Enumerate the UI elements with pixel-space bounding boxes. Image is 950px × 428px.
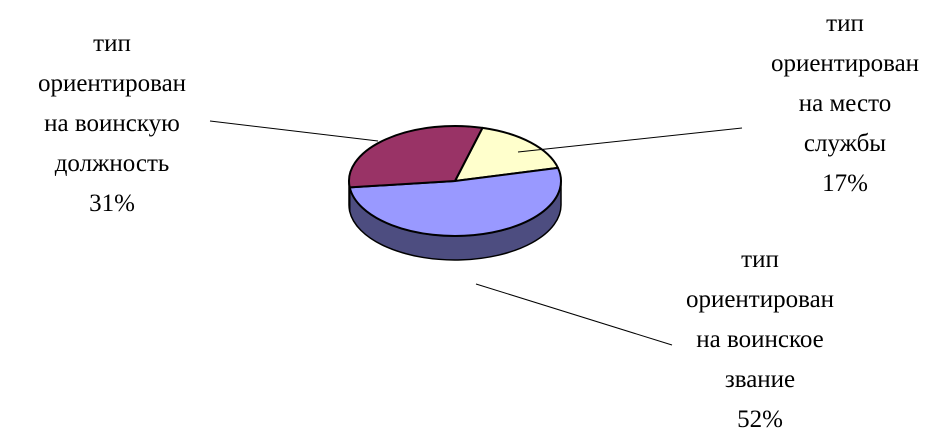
leader-line-2 (209, 120, 379, 142)
slice-label-line-2-2: на воинскую (44, 110, 180, 137)
slice-label-line-0-3: службы (804, 130, 886, 157)
pie-tops (348, 125, 562, 237)
slice-label-line-1-1: ориентирован (686, 286, 834, 313)
slice-label-line-0-1: ориентирован (771, 50, 919, 77)
slice-percent-0: 17% (822, 170, 868, 197)
slice-label-line-0-0: тип (826, 10, 864, 37)
slice-label-line-2-0: тип (93, 30, 131, 57)
slice-percent-2: 31% (89, 190, 135, 217)
slice-label-line-0-2: на место (799, 90, 891, 117)
slice-percent-1: 52% (737, 406, 783, 428)
slice-label-0: тип ориентирован на место службы 17% (771, 10, 919, 197)
slice-labels: тип ориентирован на место службы 17% тип ориен… (38, 10, 919, 428)
leader-line-0 (517, 127, 743, 153)
slice-label-line-1-2: на воинское (696, 326, 824, 353)
pie-slice-0 (454, 126, 559, 182)
leader-line-1 (475, 283, 673, 346)
slice-label-2: тип ориентирован на воинскую должность 31% (38, 30, 186, 217)
slice-label-line-1-3: звание (725, 366, 795, 393)
slice-label-line-2-3: должность (55, 150, 170, 177)
slice-label-line-1-0: тип (741, 246, 779, 273)
pie-slice-2 (348, 125, 484, 189)
slice-label-1: тип ориентирован на воинское звание 52% (686, 246, 834, 428)
leader-lines (209, 120, 743, 346)
slice-label-line-2-1: ориентирован (38, 70, 186, 97)
